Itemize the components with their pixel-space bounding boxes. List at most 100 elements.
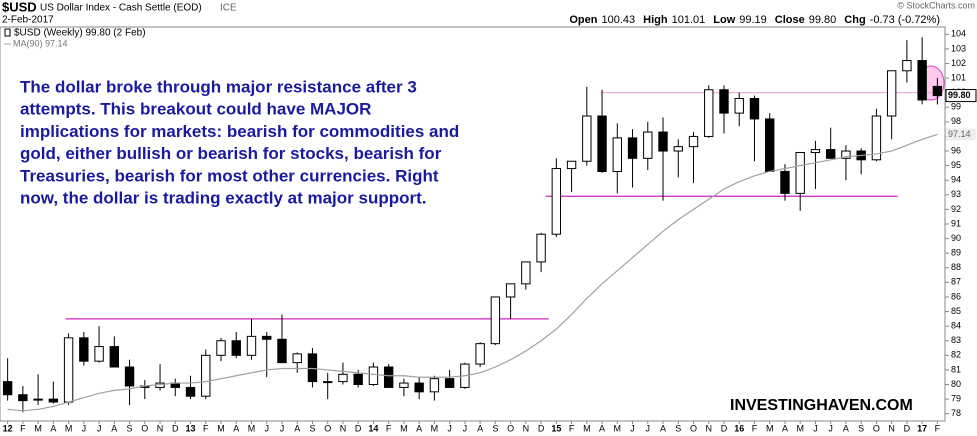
quote-value: 99.19 [739,14,767,26]
x-tick-label: F [935,423,941,433]
x-tick-label: J [630,423,635,433]
annotation-line: implications for markets: bearish for co… [20,122,459,141]
candle-body [612,137,622,172]
x-tick-label: J [813,423,818,433]
x-tick-label: A [843,423,849,433]
y-tick-label: 104 [951,29,966,39]
y-tick-label: 80 [951,379,961,389]
candle-body [932,85,943,97]
x-tick-label: D [904,423,911,433]
x-tick-label: O [324,423,331,433]
candle-body [323,381,333,384]
watermark: INVESTINGHAVEN.COM [730,397,913,414]
quote-value: 99.80 [809,14,837,26]
candle-body [643,131,653,159]
candle-body [33,398,43,401]
y-tick-label: 94 [951,175,961,185]
x-tick-label: D [172,423,179,433]
ma-last-box [946,128,976,141]
x-tick-label: A [50,423,56,433]
x-tick-label: 15 [551,423,561,433]
annotation-line: Treasuries, bearish for most other curre… [20,166,439,185]
last-value: 99.80 [948,90,971,100]
x-tick-label: N [706,423,713,433]
candle-body [734,98,744,114]
x-tick-label: M [34,423,42,433]
candle-body [292,353,302,364]
candle-body [368,366,379,386]
y-tick-label: 102 [951,58,966,68]
quote: Open 100.43 High 101.01 Low 99.19 Close 99.80 Ch… [569,14,940,26]
quote-text: Open 100.43 High 101.01 Low 99.19 Close 99.80 Ch… [569,14,940,26]
candle-body [262,335,272,340]
candle-body [18,394,28,402]
x-tick-label: A [111,423,117,433]
candle-body [353,373,363,386]
y-tick-label: 88 [951,262,961,272]
candle-body [109,346,120,368]
x-tick-label: N [340,423,347,433]
candle-body [216,340,226,356]
candle-body [48,398,59,403]
candle-body [124,366,135,387]
x-tick-label: M [400,423,408,433]
legend-label: $USD (Weekly) 99.80 (2 Feb) [14,28,146,39]
x-tick-label: A [294,423,300,433]
x-tick-label: S [675,423,681,433]
candle-body [338,373,348,383]
annotation-line: The dollar broke through major resistanc… [20,77,417,96]
candle-body [841,150,851,159]
x-tick-label: F [569,423,575,433]
x-tick-label: O [690,423,697,433]
y-tick-label: 92 [951,204,961,214]
annotation-line: gold, either bullish or bearish for stoc… [20,144,442,163]
y-tick-label: 83 [951,335,961,345]
date: 2-Feb-2017 [2,15,54,26]
x-tick-label: S [309,423,315,433]
x-tick-label: N [888,423,895,433]
x-tick-label: D [721,423,728,433]
x-tick-label: M [65,423,73,433]
x-tick-label: 17 [917,423,927,433]
x-tick-label: J [463,423,468,433]
quote-value: 100.43 [602,14,636,26]
candle-body [94,346,104,362]
x-tick-label: M [614,423,622,433]
x-tick-label: N [523,423,530,433]
y-tick-label: 87 [951,277,961,287]
x-tick-label: M [431,423,439,433]
legend-icon [4,28,11,37]
candle-body [307,353,318,383]
candle-body [383,366,394,388]
candle-body [902,60,912,72]
candle-body [277,338,287,364]
candle-body [79,337,89,362]
candle-body [2,381,13,396]
y-tick-label: 96 [951,145,961,155]
candle-body [765,118,775,172]
candle-body [780,170,790,194]
x-tick-label: M [217,423,225,433]
x-tick-label: J [264,423,269,433]
y-tick-label: 101 [951,72,966,82]
candle-body [597,115,607,172]
x-tick-label: F [752,423,758,433]
candle-body [719,89,729,114]
x-tick-label: A [477,423,483,433]
y-tick-label: 99 [951,102,961,112]
x-tick-label: J [646,423,651,433]
quote-label: Low [713,14,735,26]
y-tick-label: 95 [951,160,961,170]
x-tick-label: A [660,423,666,433]
y-tick-label: 84 [951,321,961,331]
candle-body [399,382,409,388]
candle-body [749,98,760,120]
x-tick-label: D [538,423,545,433]
y-tick-label: 85 [951,306,961,316]
x-tick-label: N [157,423,164,433]
quote-value: 101.01 [672,14,706,26]
candle-body [521,261,531,285]
x-tick-label: J [280,423,285,433]
